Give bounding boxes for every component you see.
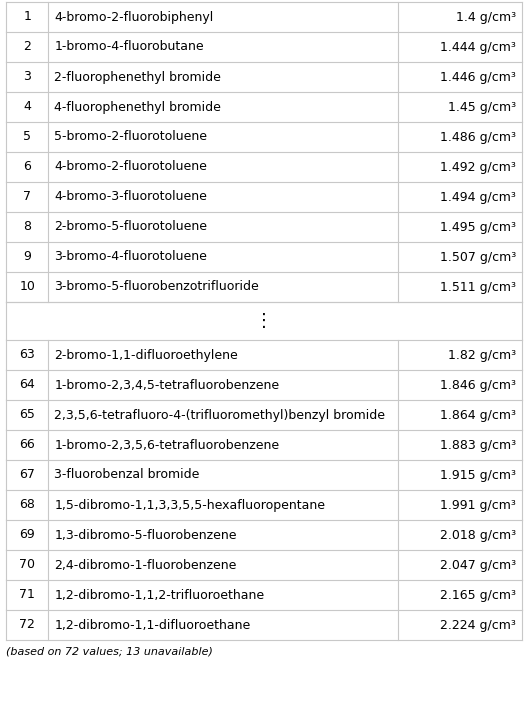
Text: 68: 68 bbox=[19, 498, 35, 511]
Text: 1.45 g/cm³: 1.45 g/cm³ bbox=[448, 101, 516, 114]
Text: 1.511 g/cm³: 1.511 g/cm³ bbox=[440, 280, 516, 293]
Text: 1,2-dibromo-1,1,2-trifluoroethane: 1,2-dibromo-1,1,2-trifluoroethane bbox=[54, 588, 265, 601]
Text: 4: 4 bbox=[23, 101, 31, 114]
Text: 1.991 g/cm³: 1.991 g/cm³ bbox=[440, 498, 516, 511]
Text: 1,2-dibromo-1,1-difluoroethane: 1,2-dibromo-1,1-difluoroethane bbox=[54, 618, 251, 631]
Text: 1.4 g/cm³: 1.4 g/cm³ bbox=[456, 11, 516, 24]
Text: 4-bromo-2-fluorotoluene: 4-bromo-2-fluorotoluene bbox=[54, 160, 207, 174]
Text: (based on 72 values; 13 unavailable): (based on 72 values; 13 unavailable) bbox=[6, 646, 213, 656]
Text: 1,3-dibromo-5-fluorobenzene: 1,3-dibromo-5-fluorobenzene bbox=[54, 528, 237, 541]
Text: ⋮: ⋮ bbox=[255, 312, 273, 330]
Text: 69: 69 bbox=[20, 528, 35, 541]
Text: 1.883 g/cm³: 1.883 g/cm³ bbox=[440, 438, 516, 451]
Text: 1-bromo-4-fluorobutane: 1-bromo-4-fluorobutane bbox=[54, 41, 204, 54]
Text: 2.224 g/cm³: 2.224 g/cm³ bbox=[440, 618, 516, 631]
Text: 1.846 g/cm³: 1.846 g/cm³ bbox=[440, 378, 516, 392]
Text: 65: 65 bbox=[19, 408, 35, 422]
Text: 1.507 g/cm³: 1.507 g/cm³ bbox=[440, 250, 516, 264]
Text: 7: 7 bbox=[23, 190, 31, 204]
Text: 3-bromo-4-fluorotoluene: 3-bromo-4-fluorotoluene bbox=[54, 250, 207, 264]
Text: 2.047 g/cm³: 2.047 g/cm³ bbox=[440, 558, 516, 571]
Text: 4-fluorophenethyl bromide: 4-fluorophenethyl bromide bbox=[54, 101, 221, 114]
Text: 1,5-dibromo-1,1,3,3,5,5-hexafluoropentane: 1,5-dibromo-1,1,3,3,5,5-hexafluoropentan… bbox=[54, 498, 325, 511]
Text: 2.165 g/cm³: 2.165 g/cm³ bbox=[440, 588, 516, 601]
Text: 2: 2 bbox=[23, 41, 31, 54]
Text: 2-fluorophenethyl bromide: 2-fluorophenethyl bromide bbox=[54, 71, 221, 84]
Text: 3-bromo-5-fluorobenzotrifluoride: 3-bromo-5-fluorobenzotrifluoride bbox=[54, 280, 259, 293]
Text: 2.018 g/cm³: 2.018 g/cm³ bbox=[440, 528, 516, 541]
Text: 5: 5 bbox=[23, 131, 31, 144]
Text: 4-bromo-2-fluorobiphenyl: 4-bromo-2-fluorobiphenyl bbox=[54, 11, 213, 24]
Text: 1-bromo-2,3,4,5-tetrafluorobenzene: 1-bromo-2,3,4,5-tetrafluorobenzene bbox=[54, 378, 279, 392]
Text: 70: 70 bbox=[19, 558, 35, 571]
Text: 1.486 g/cm³: 1.486 g/cm³ bbox=[440, 131, 516, 144]
Text: 2-bromo-1,1-difluoroethylene: 2-bromo-1,1-difluoroethylene bbox=[54, 348, 238, 362]
Text: 1.492 g/cm³: 1.492 g/cm³ bbox=[440, 160, 516, 174]
Text: 66: 66 bbox=[20, 438, 35, 451]
Text: 8: 8 bbox=[23, 220, 31, 234]
Text: 5-bromo-2-fluorotoluene: 5-bromo-2-fluorotoluene bbox=[54, 131, 208, 144]
Text: 67: 67 bbox=[19, 468, 35, 481]
Text: 1.82 g/cm³: 1.82 g/cm³ bbox=[448, 348, 516, 362]
Text: 1.915 g/cm³: 1.915 g/cm³ bbox=[440, 468, 516, 481]
Text: 1: 1 bbox=[23, 11, 31, 24]
Text: 1.494 g/cm³: 1.494 g/cm³ bbox=[440, 190, 516, 204]
Text: 3: 3 bbox=[23, 71, 31, 84]
Text: 3-fluorobenzal bromide: 3-fluorobenzal bromide bbox=[54, 468, 200, 481]
Text: 2,4-dibromo-1-fluorobenzene: 2,4-dibromo-1-fluorobenzene bbox=[54, 558, 237, 571]
Text: 71: 71 bbox=[19, 588, 35, 601]
Text: 6: 6 bbox=[23, 160, 31, 174]
Text: 1.864 g/cm³: 1.864 g/cm³ bbox=[440, 408, 516, 422]
Text: 63: 63 bbox=[20, 348, 35, 362]
Text: 72: 72 bbox=[19, 618, 35, 631]
Text: 10: 10 bbox=[19, 280, 35, 293]
Text: 1.446 g/cm³: 1.446 g/cm³ bbox=[440, 71, 516, 84]
Text: 9: 9 bbox=[23, 250, 31, 264]
Text: 2,3,5,6-tetrafluoro-4-(trifluoromethyl)benzyl bromide: 2,3,5,6-tetrafluoro-4-(trifluoromethyl)b… bbox=[54, 408, 385, 422]
Text: 4-bromo-3-fluorotoluene: 4-bromo-3-fluorotoluene bbox=[54, 190, 207, 204]
Text: 2-bromo-5-fluorotoluene: 2-bromo-5-fluorotoluene bbox=[54, 220, 208, 234]
Text: 1.495 g/cm³: 1.495 g/cm³ bbox=[440, 220, 516, 234]
Text: 1-bromo-2,3,5,6-tetrafluorobenzene: 1-bromo-2,3,5,6-tetrafluorobenzene bbox=[54, 438, 279, 451]
Text: 64: 64 bbox=[20, 378, 35, 392]
Text: 1.444 g/cm³: 1.444 g/cm³ bbox=[440, 41, 516, 54]
